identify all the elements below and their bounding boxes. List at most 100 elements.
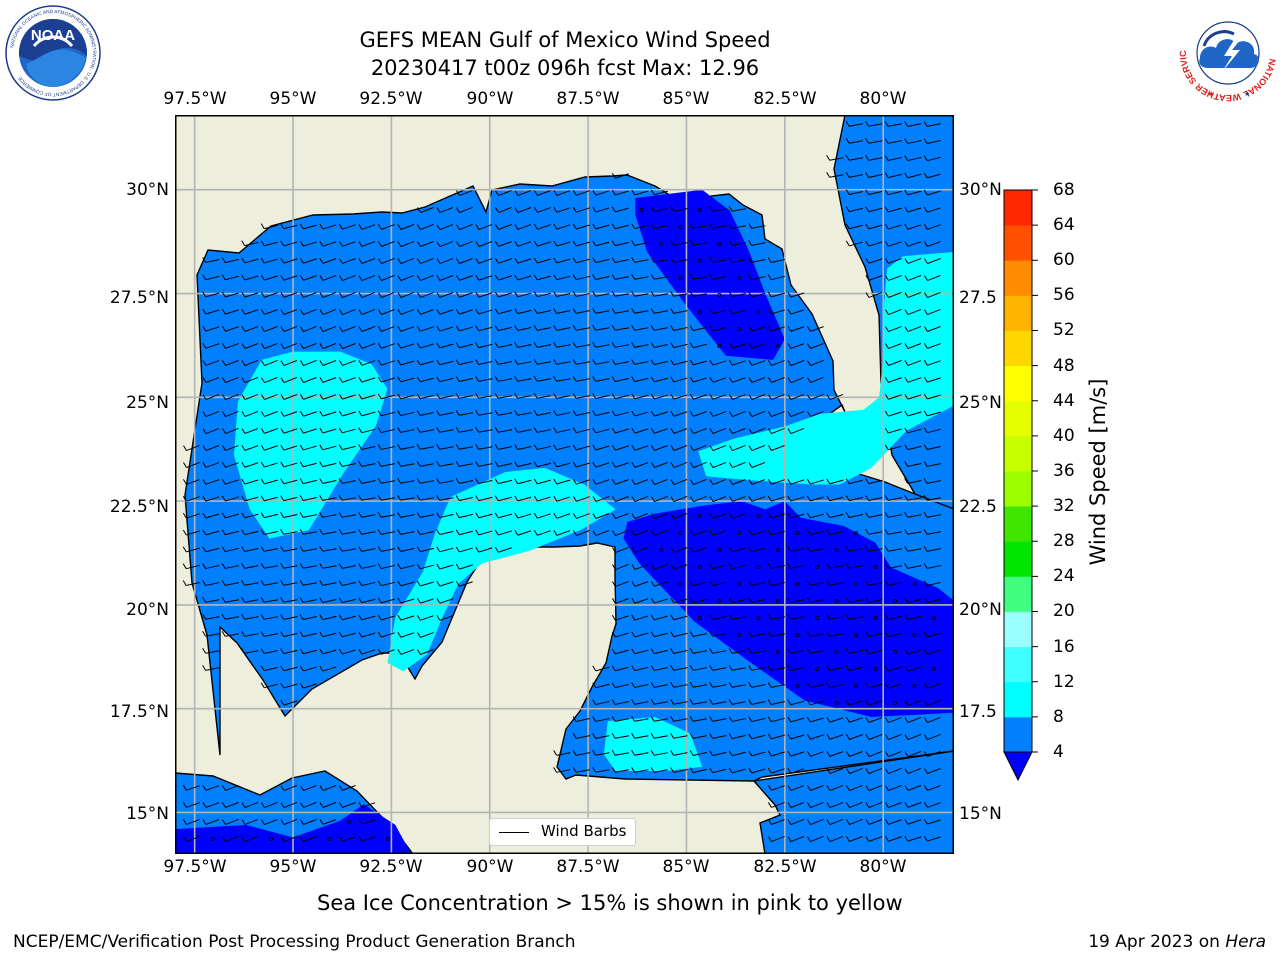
wind-barb-flag [202, 462, 207, 468]
wind-barb [885, 767, 902, 775]
wind-barb-shaft [420, 615, 434, 621]
wind-barb [690, 461, 707, 469]
lon-tick-bottom: 95°W [269, 857, 317, 877]
wind-barb [904, 189, 922, 196]
wind-barb [260, 579, 278, 586]
wind-barb [924, 326, 941, 332]
wind-barb-shaft [771, 700, 785, 706]
wind-barb-flag [456, 258, 460, 264]
wind-barb-shaft [576, 190, 590, 196]
wind-barb-flag [299, 597, 304, 603]
wind-barb [806, 478, 824, 485]
wind-barb-flag [592, 308, 597, 314]
wind-speed-region-8-12 [234, 351, 388, 539]
wind-barb-flag [650, 682, 655, 688]
wind-barb-flag [221, 512, 226, 519]
wind-barb-shaft [478, 223, 493, 231]
wind-barb [572, 223, 590, 230]
wind-barb-shaft [283, 462, 298, 468]
wind-barb-flag [475, 325, 480, 332]
wind-barb-shaft [654, 327, 668, 331]
wind-barb-flag [806, 648, 811, 654]
lat-tick-left: 30°N [126, 180, 169, 200]
wind-barb-shaft [907, 224, 922, 230]
wind-barb-flag [612, 547, 616, 553]
wind-barb-flag [611, 172, 616, 179]
wind-barb-shaft [673, 310, 688, 314]
wind-barb-flag [923, 410, 928, 417]
wind-barb [923, 818, 941, 825]
wind-barb-flag [299, 682, 304, 689]
wind-barb-flag [514, 241, 519, 247]
wind-barb-flag [261, 343, 265, 349]
wind-barb [261, 393, 278, 401]
wind-barb-flag [748, 597, 753, 603]
wind-barb [436, 546, 454, 553]
wind-barb [299, 648, 317, 655]
wind-barb [475, 393, 493, 399]
wind-barb [358, 835, 376, 842]
wind-barb-flag [261, 360, 265, 366]
wind-barb [728, 614, 746, 620]
wind-barb-flag [689, 274, 694, 280]
wind-barb [397, 444, 415, 450]
wind-barb-shaft [556, 344, 571, 348]
wind-barb [670, 512, 688, 520]
wind-barb-flag [748, 360, 753, 366]
wind-barb-flag [768, 394, 772, 400]
wind-barb-shaft [342, 632, 356, 638]
wind-barb [202, 393, 220, 401]
wind-barb-shaft [400, 446, 415, 450]
wind-barb-flag [377, 546, 382, 552]
wind-barb [884, 529, 902, 535]
wind-barb-shaft [829, 835, 844, 843]
wind-barb-calm [678, 581, 683, 587]
wind-barb-shaft [205, 360, 220, 366]
wind-barb-shaft [342, 480, 356, 484]
wind-barb [748, 377, 766, 383]
wind-barb-shaft [615, 666, 629, 672]
wind-barb [260, 240, 278, 247]
wind-barb [436, 240, 454, 248]
wind-barb [338, 512, 356, 518]
wind-barb [807, 359, 824, 367]
wind-barb-flag [436, 580, 441, 587]
wind-barb [553, 274, 571, 281]
wind-barb-shaft [907, 548, 922, 552]
wind-barb-flag [709, 631, 714, 637]
wind-barb-flag [455, 393, 460, 399]
wind-barb [260, 546, 278, 552]
wind-barb [514, 461, 532, 468]
wind-barb-shaft [244, 462, 259, 468]
wind-barb-flag [826, 751, 831, 757]
wind-barb-shaft [810, 496, 824, 502]
wind-barb-shaft [888, 497, 902, 501]
wind-barb [631, 648, 649, 655]
wind-barb-shaft [186, 819, 200, 825]
wind-barb-flag [904, 444, 909, 450]
wind-barb [611, 767, 629, 773]
wind-barb-shaft [459, 378, 473, 382]
footer-date-text: 19 Apr 2023 on [1088, 932, 1226, 952]
wind-barb-flag [319, 478, 324, 484]
wind-barb-flag [300, 802, 304, 808]
wind-barb [534, 190, 551, 196]
wind-barb-flag [280, 512, 285, 518]
wind-barb-shaft [751, 496, 766, 502]
wind-barb [299, 614, 317, 620]
wind-barb [338, 393, 356, 400]
wind-barb-flag [378, 275, 382, 281]
wind-barb-flag [319, 545, 324, 552]
wind-barb-flag [650, 445, 655, 451]
wind-barb-shaft [225, 496, 239, 502]
wind-barb [573, 513, 590, 519]
wind-barb-shaft [790, 785, 805, 791]
wind-barb-flag [417, 275, 421, 281]
wind-barb-flag [377, 444, 382, 450]
wind-barb-shaft [810, 548, 824, 552]
wind-barb-flag [533, 530, 538, 536]
wind-barb [221, 495, 239, 502]
wind-barb [397, 427, 415, 433]
wind-barb [416, 444, 434, 450]
wind-barb-flag [709, 274, 714, 280]
